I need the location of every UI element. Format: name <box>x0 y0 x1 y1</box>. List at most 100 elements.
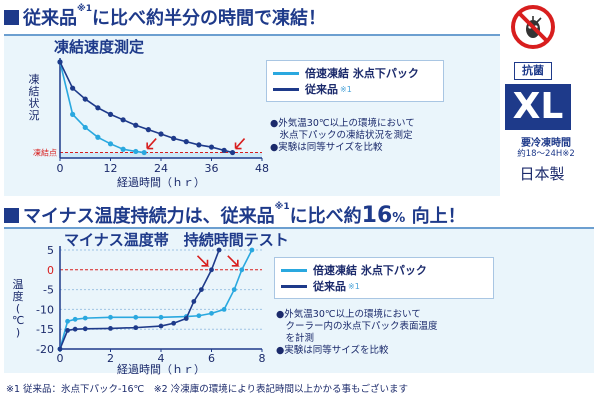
x-tick-label: 48 <box>255 162 269 175</box>
x-tick-label: 24 <box>154 162 168 175</box>
chart-2-legend: 倍速凍結 氷点下パック 従来品 ※1 <box>274 257 494 299</box>
antibacterial-badge: 抗菌 <box>514 62 552 80</box>
made-in-japan: 日本製 <box>519 165 565 183</box>
data-point-old <box>199 287 204 292</box>
legend-item-new: 倍速凍結 氷点下パック <box>273 65 437 81</box>
headline-2-part-a: マイナス温度持続力は、従来品 <box>23 206 275 227</box>
chart-1-notes: ●外気温30℃以上の環境において 氷点下パックの凍結状況を測定 ●実験は同等サイ… <box>270 118 415 154</box>
data-point-old <box>57 346 63 352</box>
data-point-old <box>107 111 114 117</box>
y-tick-label: 0 <box>47 264 54 277</box>
data-point-new <box>65 318 70 324</box>
chart-2-note: を計測 <box>276 333 315 344</box>
data-point-old <box>191 299 197 304</box>
freeze-arrow-icon <box>146 138 157 150</box>
data-point-old <box>65 327 70 333</box>
square-bullet-icon <box>4 208 19 223</box>
data-point-new <box>82 124 88 131</box>
size-badge: XL <box>505 84 571 130</box>
chart-1-ylabel: 凍 結 状 況 <box>28 74 40 122</box>
chart-1-ylabel-char: 況 <box>28 109 40 122</box>
data-point-new <box>221 307 227 312</box>
data-point-old <box>196 142 202 148</box>
x-tick-label: 8 <box>259 352 266 365</box>
legend-item-old: 従来品 ※1 <box>273 81 437 97</box>
data-point-old <box>133 325 139 331</box>
data-point-old <box>208 144 215 150</box>
headline-2-percent-sign: % <box>392 211 406 226</box>
data-point-old <box>229 149 236 156</box>
data-point-old <box>158 323 164 329</box>
data-point-old <box>133 122 139 128</box>
headline-2: マイナス温度持続力は、従来品※1に比べ約16% 向上！ <box>4 202 466 228</box>
x-tick-label: 0 <box>57 162 64 175</box>
legend-sup-old: ※1 <box>340 84 352 94</box>
data-point-old <box>158 131 164 137</box>
x-tick-label: 12 <box>104 162 118 175</box>
legend-swatch-old <box>273 87 299 91</box>
data-point-new <box>133 314 139 320</box>
x-tick-label: 0 <box>57 352 64 365</box>
data-point-new <box>209 310 214 316</box>
zero-cross-arrow-icon <box>227 255 240 267</box>
data-point-old <box>183 316 189 321</box>
chart-1-panel: 凍結速度測定 凍 結 状 況 倍速凍結 氷点下パック 従来品 ※1 ●外気温30℃… <box>4 34 500 196</box>
chart-2-note: ●実験は同等サイズを比較 <box>276 345 389 356</box>
chart-1-legend: 倍速凍結 氷点下パック 従来品 ※1 <box>266 60 444 102</box>
chart-1-note: ●外気温30℃以上の環境において <box>270 118 415 129</box>
headline-2-sup: ※1 <box>274 202 290 212</box>
chart-1-note: 氷点下パックの凍結状況を測定 <box>270 130 413 141</box>
data-point-old <box>183 139 189 145</box>
data-point-old <box>82 96 88 102</box>
chart-2-ylabel: 温 度 ( ℃ ) <box>12 279 24 339</box>
chart-1-ylabel-char: 状 <box>28 97 40 110</box>
freezing-point-label: 凍結点 <box>33 148 57 158</box>
data-point-new <box>120 146 126 152</box>
chart-2-ylabel-char: 温 <box>12 278 24 291</box>
data-point-new <box>249 247 255 253</box>
legend-sup-old: ※1 <box>348 281 360 291</box>
x-axis-title: 経過時間（ｈｒ） <box>117 363 205 376</box>
legend-item-old: 従来品 ※1 <box>281 278 487 294</box>
chart-2-panel: マイナス温度帯 持続時間テスト 温 度 ( ℃ ) 倍速凍結 氷点下パック 従来… <box>4 227 594 373</box>
chart-2-ylabel-char: ( <box>15 302 21 315</box>
chart-2-note: クーラー内の氷点下パック表面温度 <box>276 321 438 332</box>
footer-note: ※1 従来品：氷点下パック-16℃ ※2 冷凍庫の環境により表記時間以上かかる事… <box>6 384 409 395</box>
data-point-old <box>209 267 214 273</box>
data-point-old <box>171 135 177 141</box>
y-tick-label: 5 <box>47 244 54 257</box>
data-point-new <box>133 148 139 155</box>
x-tick-label: 2 <box>107 352 114 365</box>
legend-item-new: 倍速凍結 氷点下パック <box>281 262 487 278</box>
data-point-old <box>57 59 63 65</box>
headline-1-sup: ※1 <box>77 4 93 14</box>
legend-swatch-old <box>281 284 307 288</box>
y-tick-label: -10 <box>36 303 54 316</box>
data-point-new <box>72 316 78 322</box>
data-point-old <box>95 105 101 111</box>
headline-1: 従来品※1に比べ約半分の時間で凍結！ <box>4 4 326 30</box>
series-line-old <box>59 249 220 350</box>
chart-1-ylabel-char: 凍 <box>28 73 40 86</box>
data-point-old <box>72 326 78 332</box>
data-point-old <box>145 127 151 133</box>
legend-label-old: 従来品 <box>313 280 346 293</box>
square-bullet-icon <box>4 10 19 25</box>
data-point-old <box>171 320 177 326</box>
freeze-arrow-icon <box>234 138 246 150</box>
data-point-old <box>70 85 76 91</box>
x-tick-label: 36 <box>205 162 219 175</box>
no-germs-icon <box>510 4 556 50</box>
legend-swatch-new <box>281 268 307 272</box>
data-point-old <box>108 326 113 331</box>
chart-2-title: マイナス温度帯 持続時間テスト <box>64 231 289 249</box>
legend-swatch-new <box>273 71 299 75</box>
headline-2-percent-value: 16 <box>361 203 393 228</box>
legend-label-new: 倍速凍結 氷点下パック <box>313 264 427 277</box>
data-point-new <box>82 315 88 321</box>
x-axis-title: 経過時間（ｈｒ） <box>117 176 205 189</box>
chart-1-note: ●実験は同等サイズを比較 <box>270 142 383 153</box>
data-point-new <box>196 313 202 319</box>
